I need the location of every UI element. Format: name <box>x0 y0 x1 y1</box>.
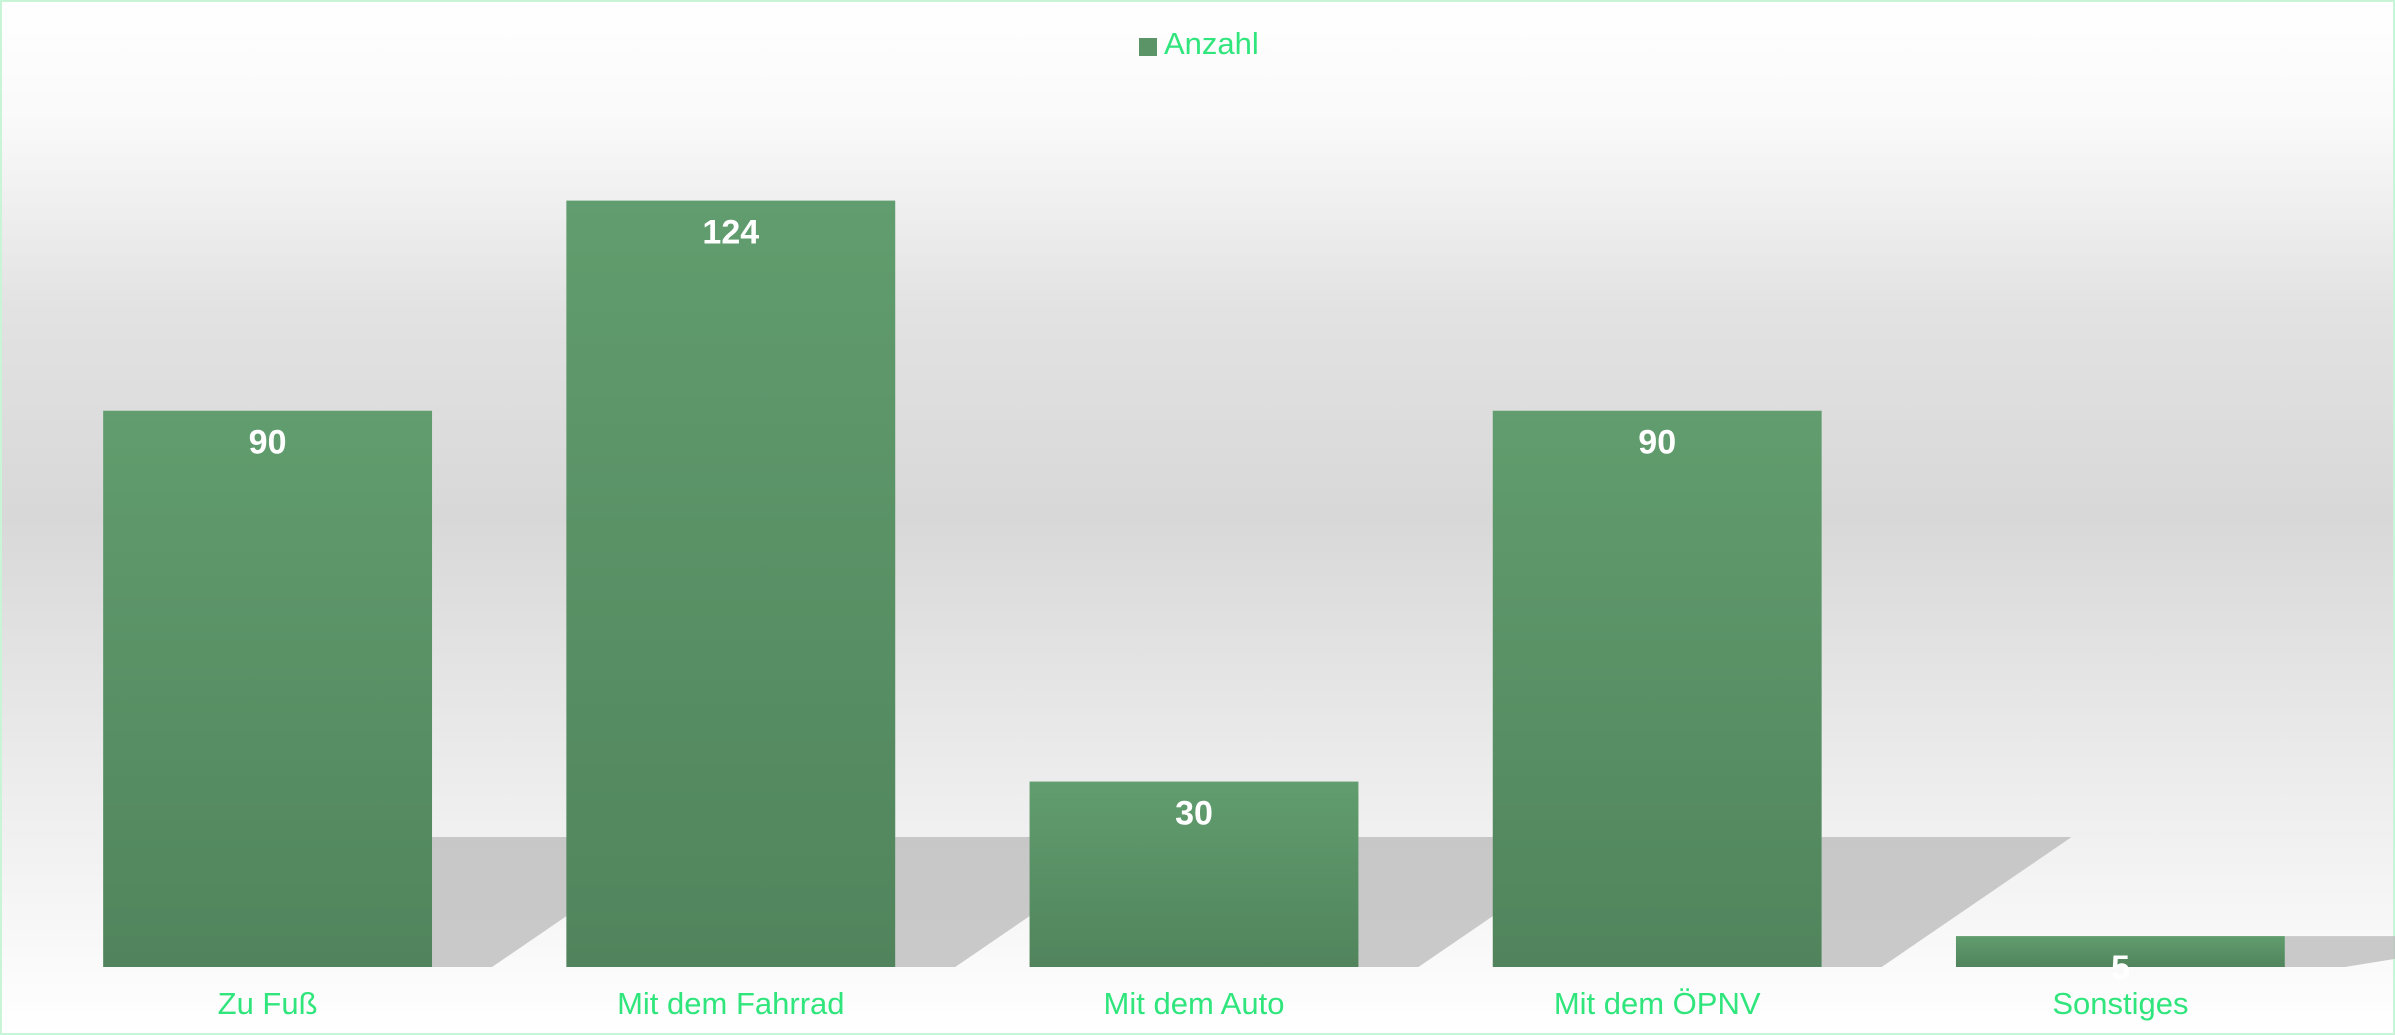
bar <box>103 410 433 967</box>
x-tick-label: Zu Fuß <box>218 986 318 1021</box>
data-label: 5 <box>2111 949 2130 987</box>
bar <box>1492 410 1822 967</box>
legend-swatch <box>1139 38 1157 56</box>
data-label: 30 <box>1175 795 1213 833</box>
x-tick-label: Mit dem Auto <box>1104 986 1285 1021</box>
legend-label: Anzahl <box>1164 26 1259 61</box>
data-label: 90 <box>249 424 287 462</box>
bar-shadow <box>2284 936 2395 967</box>
x-tick-label: Sonstiges <box>2052 986 2188 1021</box>
bar <box>1955 936 2285 967</box>
bar <box>566 200 896 968</box>
bars: 90 124 30 90 5 <box>103 200 2285 987</box>
bar <box>1029 781 1359 967</box>
data-label: 124 <box>702 214 759 252</box>
x-tick-label: Mit dem Fahrrad <box>617 986 844 1021</box>
x-tick-label: Mit dem ÖPNV <box>1554 986 1761 1021</box>
data-label: 90 <box>1638 424 1676 462</box>
bar-shadow <box>1821 837 2072 967</box>
